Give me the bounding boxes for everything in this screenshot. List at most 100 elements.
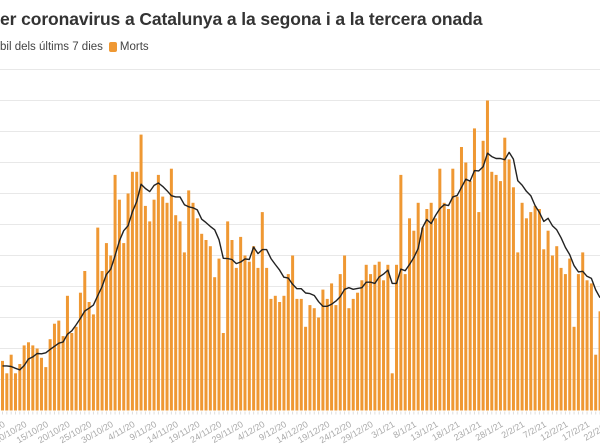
bar [321, 289, 325, 411]
bar [451, 168, 455, 411]
bar [472, 128, 476, 411]
bar [61, 336, 65, 411]
bar [83, 271, 87, 411]
legend: bil dels últims 7 dies Morts [0, 41, 149, 53]
bar [503, 137, 507, 411]
bar [178, 221, 182, 411]
bar [304, 326, 308, 411]
bar [347, 308, 351, 411]
bar [48, 339, 52, 411]
moving-average-line [2, 151, 600, 371]
bar [161, 196, 165, 411]
bar [78, 292, 82, 411]
bar [511, 187, 515, 411]
bar [9, 354, 13, 411]
bar [18, 364, 22, 411]
bar [26, 342, 30, 411]
bar [434, 218, 437, 411]
bar [96, 227, 100, 411]
bar [399, 174, 403, 411]
bar [74, 326, 78, 411]
bar [459, 147, 463, 411]
bar [585, 280, 589, 411]
bar [334, 305, 338, 411]
bar [408, 218, 412, 411]
bar [247, 261, 251, 411]
bar [446, 209, 450, 411]
bar [351, 298, 355, 411]
bar [421, 227, 425, 411]
bar [213, 277, 217, 411]
bar [598, 311, 600, 411]
bar [230, 240, 234, 411]
bar [5, 373, 9, 411]
bar [204, 240, 208, 411]
bar [31, 345, 35, 411]
bar [308, 305, 312, 411]
bar [122, 243, 126, 411]
bar [403, 274, 407, 411]
bar [373, 264, 377, 411]
bar [338, 274, 342, 411]
bar [299, 298, 303, 411]
bar [239, 236, 243, 411]
bar [57, 320, 61, 411]
bar [464, 162, 468, 411]
bar [22, 345, 26, 411]
bar [485, 100, 489, 411]
bar [208, 246, 212, 411]
legend-bar-label: Morts [119, 41, 149, 53]
x-axis-ticks: 5/10/2010/10/2015/10/2020/10/2025/10/203… [0, 411, 600, 445]
bar [109, 255, 113, 411]
bar [507, 159, 511, 411]
bar [135, 171, 139, 411]
bar [187, 190, 191, 411]
bar [52, 323, 56, 411]
x-tick-label: 2/2/21 [500, 419, 527, 440]
bar [91, 314, 95, 411]
bar [217, 258, 221, 411]
bar [221, 333, 225, 411]
bar [364, 264, 368, 411]
bar [481, 140, 485, 411]
bar [113, 174, 117, 411]
bar [252, 246, 256, 411]
bar [581, 252, 585, 411]
bar [152, 199, 156, 411]
bar [256, 267, 260, 411]
bar [546, 230, 550, 411]
bar [226, 221, 230, 411]
bar [182, 252, 186, 411]
bar [165, 202, 169, 411]
bar [468, 181, 472, 411]
bar [516, 252, 520, 411]
bar [13, 373, 17, 411]
bar [356, 292, 360, 411]
bar [343, 255, 347, 411]
bar [494, 174, 498, 411]
bar [377, 261, 381, 411]
bar [148, 221, 152, 411]
bar [442, 202, 446, 411]
bar [524, 218, 528, 411]
bar [269, 298, 273, 411]
bars [1, 100, 600, 411]
bar [117, 199, 121, 411]
bar [390, 373, 394, 411]
moving-average-path [2, 151, 600, 371]
bar [195, 218, 199, 411]
bar [529, 212, 533, 411]
bar [278, 302, 282, 411]
bar [286, 274, 290, 411]
bar [243, 255, 247, 411]
bar [295, 298, 299, 411]
bar [589, 283, 593, 411]
bar [1, 360, 4, 411]
bar [455, 196, 459, 411]
bar [130, 171, 134, 411]
bar [273, 295, 277, 411]
chart-title: er coronavirus a Catalunya a la segona i… [0, 9, 483, 29]
bar [576, 274, 580, 411]
bar [416, 202, 420, 411]
bar [234, 267, 238, 411]
